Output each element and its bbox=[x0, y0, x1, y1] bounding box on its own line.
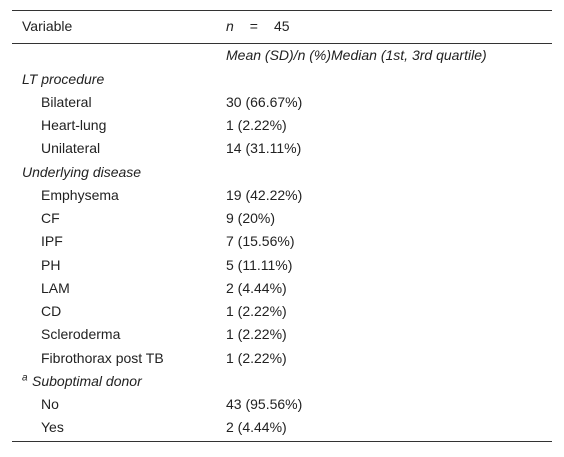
row-label: Scleroderma bbox=[41, 326, 121, 343]
row-label: Bilateral bbox=[41, 93, 92, 110]
top-rule bbox=[12, 10, 552, 11]
row-value: 2 (4.44%) bbox=[226, 279, 287, 296]
data-row: Bilateral 30 (66.67%) bbox=[12, 91, 552, 114]
data-row: Emphysema 19 (42.22%) bbox=[12, 184, 552, 207]
section-row: LT procedure bbox=[12, 68, 552, 91]
header-row: Variable n = 45 bbox=[12, 10, 552, 43]
row-label: IPF bbox=[41, 233, 63, 250]
subheader: Mean (SD)/n (%)Median (1st, 3rd quartile… bbox=[226, 47, 487, 64]
n-symbol: n bbox=[226, 18, 234, 34]
section-row: Suboptimal donor a bbox=[12, 370, 552, 393]
row-label: Emphysema bbox=[41, 186, 119, 203]
row-label: Unilateral bbox=[41, 140, 101, 157]
row-label: CF bbox=[41, 210, 60, 227]
data-row: Scleroderma 1 (2.22%) bbox=[12, 323, 552, 346]
row-value: 1 (2.22%) bbox=[226, 117, 287, 134]
section-title: Underlying disease bbox=[22, 163, 142, 180]
data-row: Fibrothorax post TB 1 (2.22%) bbox=[12, 347, 552, 370]
row-label: CD bbox=[41, 303, 62, 320]
row-value: 30 (66.67%) bbox=[226, 93, 303, 110]
section-title-wrap: Suboptimal donor a bbox=[22, 370, 142, 393]
row-label: PH bbox=[41, 256, 61, 273]
row-value: 2 (4.44%) bbox=[226, 419, 287, 436]
row-value: 7 (15.56%) bbox=[226, 233, 295, 250]
equals: = bbox=[249, 18, 258, 34]
header-rule bbox=[12, 43, 552, 44]
section-title: Suboptimal donor bbox=[32, 372, 142, 389]
row-label: Yes bbox=[41, 419, 64, 436]
row-value: 5 (11.11%) bbox=[226, 256, 293, 273]
data-row: CF 9 (20%) bbox=[12, 207, 552, 230]
bottom-rule bbox=[12, 441, 552, 442]
row-label: Fibrothorax post TB bbox=[41, 349, 164, 366]
row-value: 1 (2.22%) bbox=[226, 326, 287, 343]
data-row: PH 5 (11.11%) bbox=[12, 254, 552, 277]
data-row: CD 1 (2.22%) bbox=[12, 300, 552, 323]
variable-header: Variable bbox=[22, 18, 73, 34]
row-label: LAM bbox=[41, 279, 70, 296]
subheader-row: Mean (SD)/n (%)Median (1st, 3rd quartile… bbox=[12, 44, 552, 67]
section-row: Underlying disease bbox=[12, 161, 552, 184]
row-value: 43 (95.56%) bbox=[226, 396, 303, 413]
data-row: No 43 (95.56%) bbox=[12, 393, 552, 416]
data-row: Heart-lung 1 (2.22%) bbox=[12, 114, 552, 137]
row-value: 1 (2.22%) bbox=[226, 349, 287, 366]
data-row: Unilateral 14 (31.11%) bbox=[12, 137, 552, 160]
n-header: n = 45 bbox=[226, 10, 290, 43]
row-label: Heart-lung bbox=[41, 117, 107, 134]
footnote-mark: a bbox=[22, 372, 28, 384]
row-value: 19 (42.22%) bbox=[226, 186, 303, 203]
row-label: No bbox=[41, 396, 59, 413]
n-value: 45 bbox=[273, 18, 290, 34]
data-row: LAM 2 (4.44%) bbox=[12, 277, 552, 300]
section-title: LT procedure bbox=[22, 70, 105, 87]
data-row: Yes 2 (4.44%) bbox=[12, 416, 552, 439]
row-value: 1 (2.22%) bbox=[226, 303, 287, 320]
row-value: 9 (20%) bbox=[226, 210, 276, 227]
row-value: 14 (31.11%) bbox=[226, 140, 302, 157]
data-row: IPF 7 (15.56%) bbox=[12, 230, 552, 253]
